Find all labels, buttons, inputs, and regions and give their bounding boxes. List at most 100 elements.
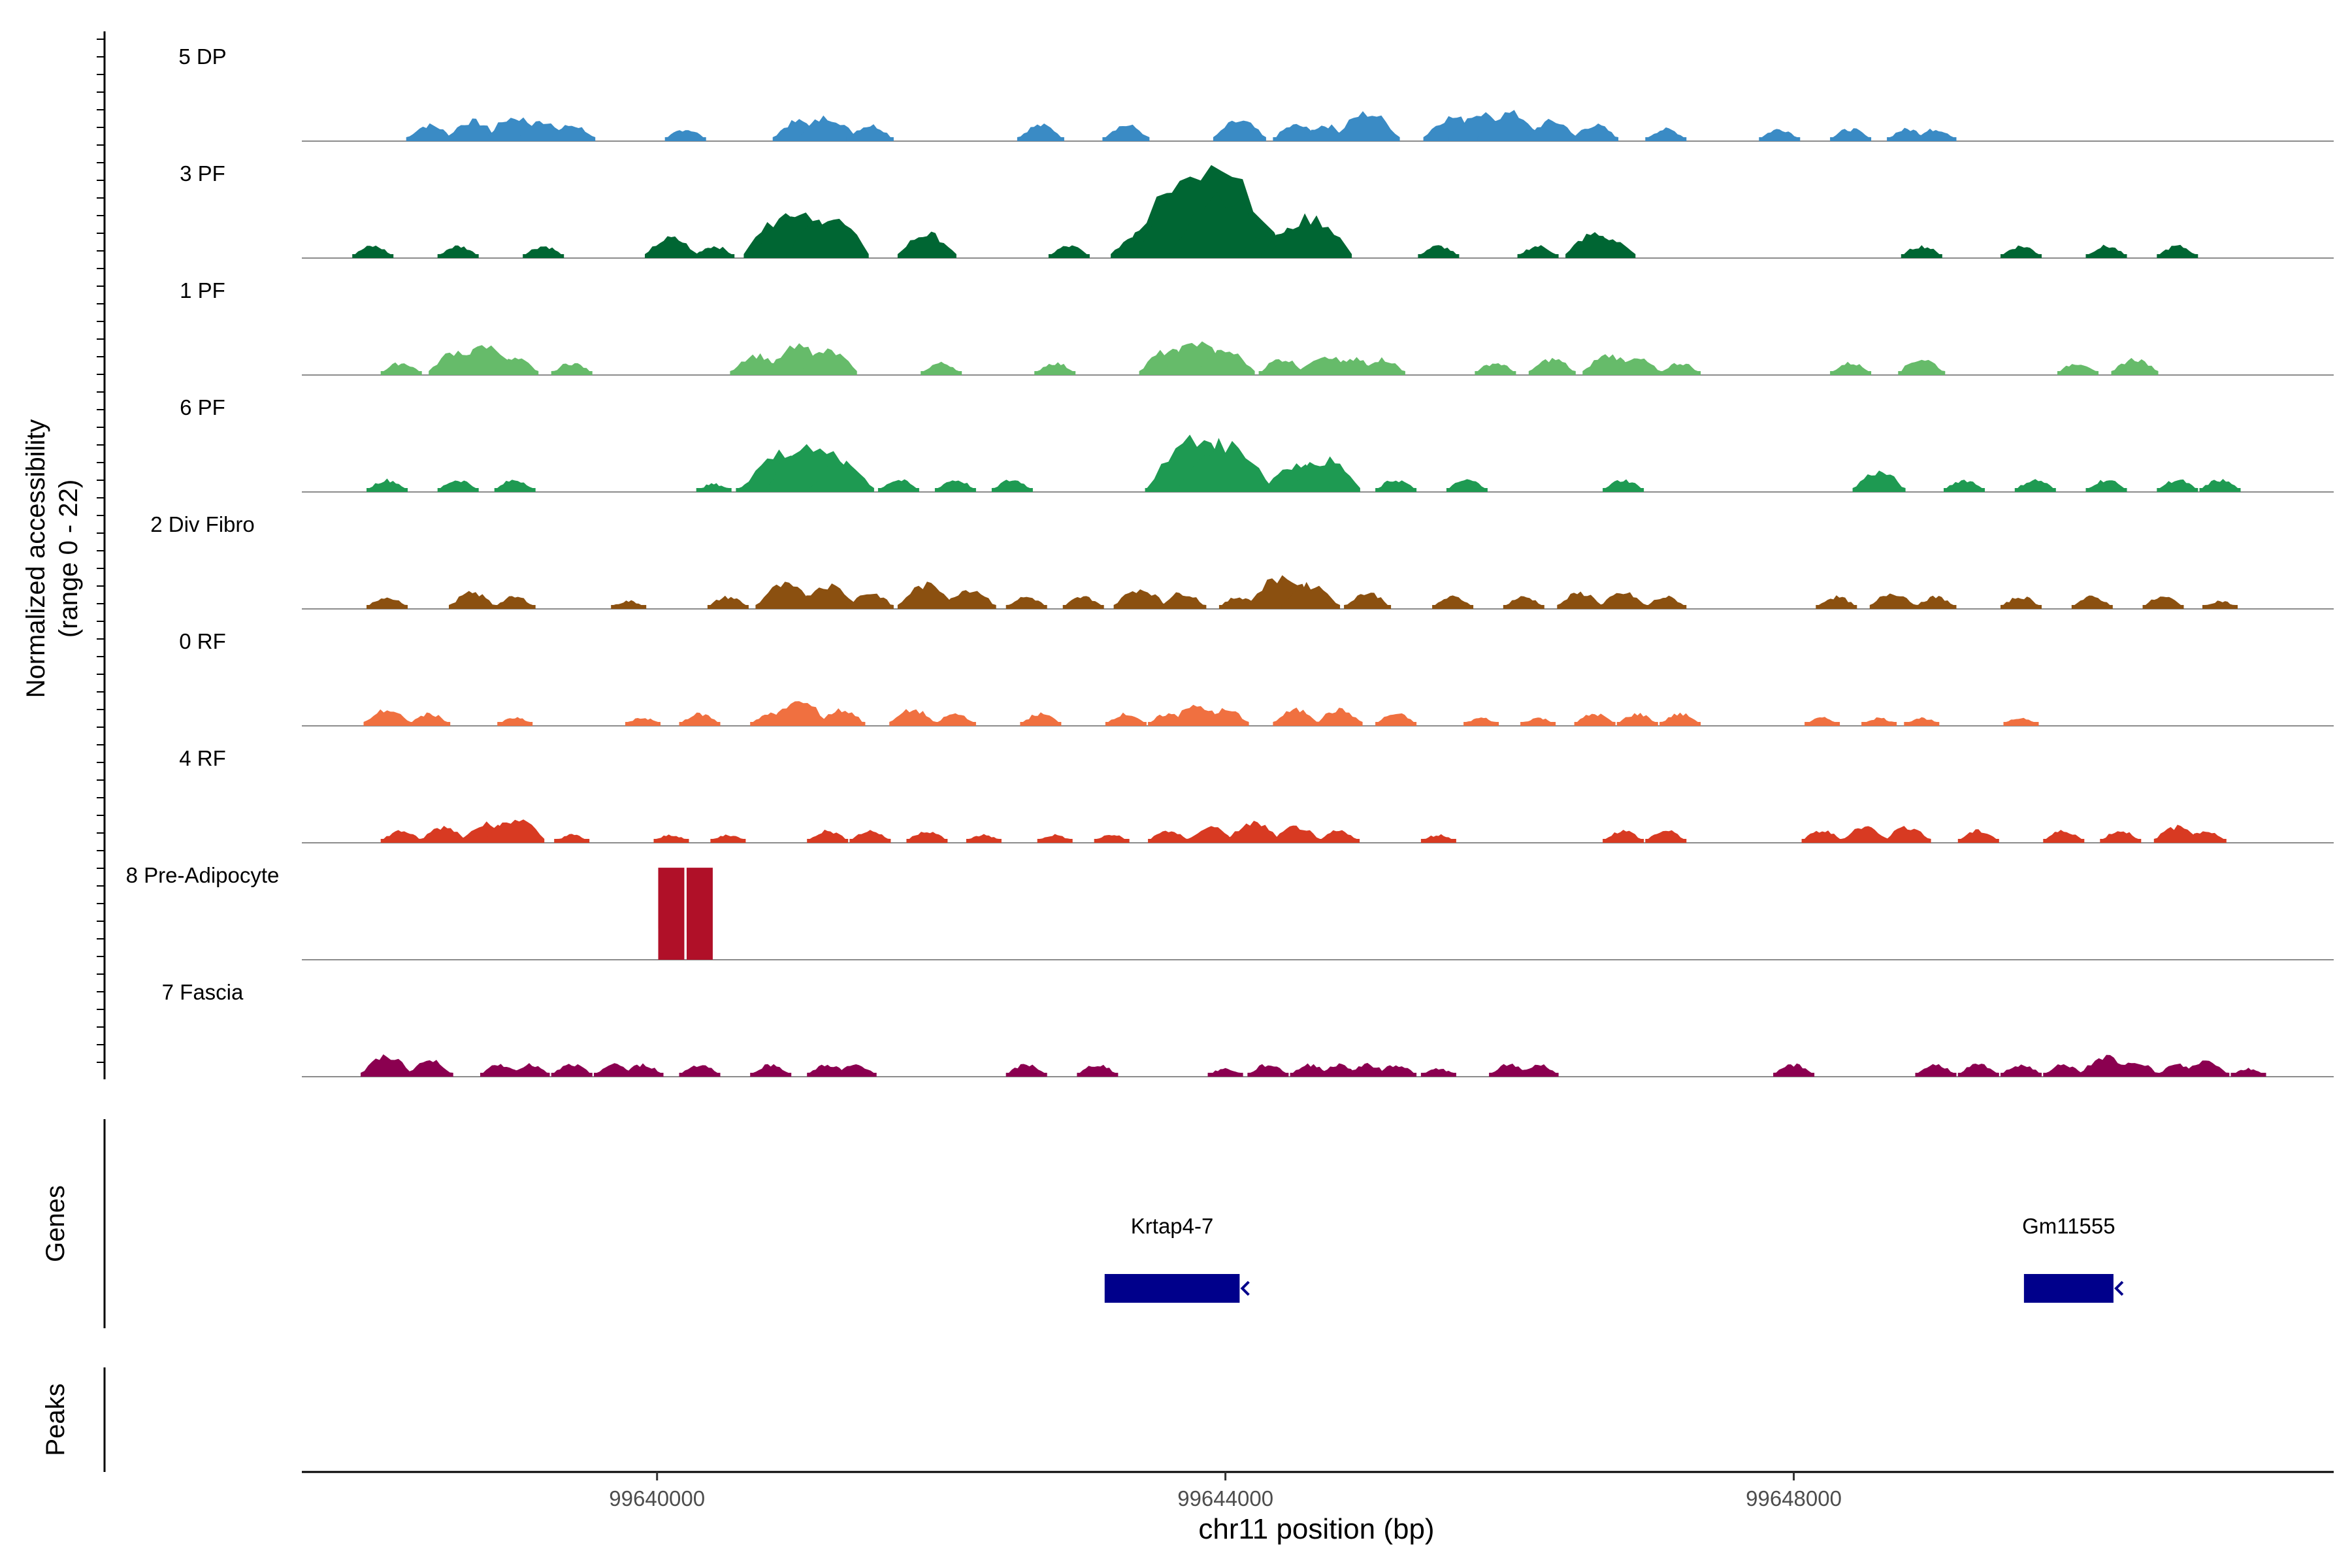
coverage-peak — [554, 834, 590, 843]
coverage-peak — [2157, 479, 2198, 492]
track-label: 5 DP — [178, 44, 226, 69]
coverage-peak — [2071, 595, 2113, 609]
coverage-peak — [2111, 1062, 2159, 1077]
coverage-peak — [611, 600, 647, 609]
coverage-peak — [1148, 830, 1190, 843]
coverage-peak — [1269, 213, 1352, 258]
coverage-peak — [1034, 362, 1076, 375]
coverage-peak — [1517, 245, 1559, 258]
coverage-peak — [1048, 245, 1090, 258]
coverage-peak — [2182, 1060, 2230, 1077]
coverage-peak — [494, 480, 536, 492]
coverage-peak — [1571, 123, 1619, 141]
coverage-peak — [1957, 829, 1999, 843]
coverage-peak — [906, 832, 948, 843]
gene-label: Gm11555 — [2022, 1214, 2115, 1238]
track-label: 1 PF — [180, 278, 225, 302]
coverage-peak — [380, 830, 422, 843]
track-label: 4 RF — [179, 746, 226, 770]
coverage-peak — [1201, 708, 1249, 726]
coverage-peak — [2085, 480, 2127, 492]
coverage-peak — [1037, 834, 1073, 843]
coverage-peak — [1884, 826, 1931, 843]
coverage-peak — [2185, 831, 2227, 843]
coverage-peak — [1645, 595, 1687, 609]
coverage-peak — [1289, 456, 1360, 492]
coverage-peak — [1375, 713, 1417, 726]
coverage-peak — [1258, 359, 1306, 375]
coverage-peak — [664, 130, 706, 141]
coverage-peak — [1227, 821, 1281, 843]
coverage-peak — [494, 596, 536, 609]
coverage-peak — [770, 701, 829, 726]
coverage-peak — [2014, 479, 2056, 492]
coverage-peak — [485, 819, 545, 843]
coverage-peak — [809, 461, 874, 492]
axes: 99640000 99644000 99648000 — [97, 31, 2334, 1511]
coverage-peak — [1105, 712, 1147, 726]
track-label: 3 PF — [180, 161, 225, 186]
coverage-peak — [1358, 357, 1405, 375]
coverage-peak — [2157, 244, 2198, 258]
coverage-peak — [1196, 350, 1255, 375]
coverage-peak — [2001, 596, 2042, 609]
coverage-peak — [361, 1054, 414, 1077]
coverage-peak — [1526, 118, 1579, 141]
coverage-peak — [625, 718, 661, 726]
coverage-peak — [818, 708, 866, 726]
coverage-peak — [679, 1065, 721, 1077]
coverage-peak — [877, 479, 919, 492]
coverage-peak — [1020, 712, 1062, 726]
coverage-peak — [1077, 1064, 1119, 1077]
coverage-peak — [1005, 1064, 1047, 1077]
coverage-peak — [897, 231, 956, 258]
coverage-peak — [750, 1064, 792, 1077]
coverage-peak — [707, 595, 749, 609]
peaks-panel-label: Peaks — [41, 1383, 70, 1456]
coverage-peak — [2085, 244, 2127, 258]
coverage-peak — [2100, 831, 2142, 843]
coverage-peak — [1645, 127, 1687, 141]
coverage-peak — [2111, 357, 2159, 375]
coverage-peak — [755, 581, 815, 609]
coverage-peak — [693, 246, 735, 258]
coverage-peak — [1915, 595, 1957, 609]
coverage-peak — [846, 593, 894, 609]
coverage-peak — [1477, 110, 1543, 141]
track-label: 6 PF — [180, 395, 225, 419]
track-label: 2 Div Fibro — [150, 512, 255, 536]
coverage-peak — [2043, 1064, 2085, 1077]
coverage-peak — [846, 124, 894, 141]
coverage-peak — [1418, 245, 1460, 258]
coverage-peak — [1475, 363, 1516, 375]
coverage-peak — [1159, 592, 1207, 609]
coverage-peak — [367, 597, 408, 609]
coverage-peak — [2230, 1068, 2266, 1077]
coverage-peak — [1273, 708, 1320, 726]
coverage-peak — [1420, 834, 1456, 843]
coverage-peak — [835, 1064, 877, 1077]
coverage-peak — [991, 480, 1033, 492]
coverage-peak — [679, 712, 721, 726]
coverage-peak — [1517, 1064, 1559, 1077]
coverage-peak — [1375, 480, 1417, 492]
coverage-peak — [934, 480, 976, 492]
coverage-peak — [897, 581, 956, 609]
coverage-peak — [1616, 713, 1658, 726]
coverage-peak — [2057, 364, 2099, 375]
coverage-peak — [786, 218, 869, 258]
coverage-peak — [1599, 592, 1647, 609]
coverage-peak — [1816, 595, 1857, 609]
coverage-peak — [2043, 830, 2085, 843]
coverage-peak — [1901, 245, 1942, 258]
coverage-peak — [622, 1063, 664, 1077]
coverage-peak — [2153, 825, 2201, 843]
y-axis-label: Normalized accessibility — [22, 419, 50, 698]
coverage-peak — [491, 357, 539, 375]
coverage-peak — [653, 834, 689, 843]
coverage-tracks: 5 DP 3 PF 1 PF 6 PF 2 Div Fibro 0 RF 4 RF 8 Pre… — [126, 44, 2334, 1077]
coverage-peak — [1113, 589, 1167, 609]
coverage-peak — [1187, 826, 1235, 843]
coverage-peak — [686, 868, 713, 960]
